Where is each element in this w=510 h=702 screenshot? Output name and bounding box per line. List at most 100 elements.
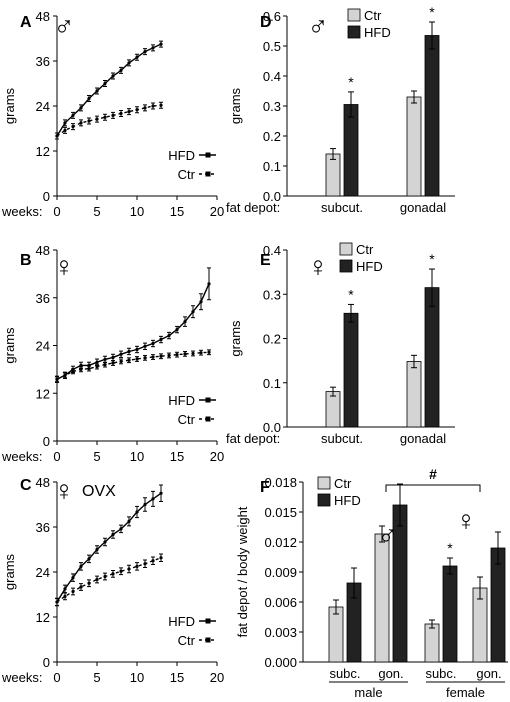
panel-d: D ♂ 0.0 0.1 0.2 0.3 0.4 0.5 0.6 grams * subcut. * gon… (226, 4, 455, 215)
y-tick-label: 36 (36, 291, 50, 306)
data-point (143, 502, 147, 507)
male-symbol: ♂ (378, 520, 399, 551)
series-hfd (55, 40, 163, 140)
condition-label: OVX (82, 483, 116, 500)
data-point (95, 89, 99, 93)
data-point (135, 510, 139, 514)
data-point (119, 68, 123, 72)
data-point (151, 341, 155, 346)
x-axis-label: weeks: (1, 449, 42, 464)
data-point (95, 360, 99, 364)
y-axis-label: grams (228, 87, 243, 124)
bar-hfd (343, 312, 359, 428)
legend-swatch (347, 8, 361, 22)
data-point (79, 585, 83, 589)
female-symbol: ♀ (456, 505, 477, 536)
data-point (159, 42, 163, 46)
data-point (175, 353, 179, 357)
legend-marker (205, 416, 211, 422)
bar-ctr (325, 153, 341, 197)
y-axis-label: grams (2, 553, 17, 590)
legend-swatch (339, 242, 353, 256)
data-point (87, 119, 91, 123)
y-tick-label: 24 (36, 339, 50, 354)
y-axis-label: fat depot / body weight (235, 506, 250, 637)
y-tick-label: 24 (36, 99, 50, 114)
data-point (119, 352, 123, 356)
legend-label: HFD (356, 259, 383, 274)
data-point (87, 557, 91, 561)
group-label: female (446, 685, 485, 700)
data-point (127, 110, 131, 114)
data-point (71, 125, 75, 129)
x-tick-label: 15 (170, 449, 184, 464)
legend-label: HFD (364, 25, 391, 40)
series-hfd (55, 267, 211, 384)
y-tick-label: 0.003 (264, 625, 297, 640)
x-tick-label: 0 (53, 449, 60, 464)
data-point (103, 115, 107, 119)
x-tick-label: 10 (130, 449, 144, 464)
sex-symbol: ♀ (54, 475, 75, 506)
data-point (119, 569, 123, 573)
y-tick-label: 0.1 (263, 159, 281, 174)
y-tick-label: 12 (36, 386, 50, 401)
data-point (71, 113, 75, 117)
bar-ctr (325, 391, 341, 428)
legend-label: Ctr (178, 633, 196, 648)
panel-label: D (260, 14, 272, 31)
legend-label: Ctr (364, 8, 382, 23)
panel-label: A (20, 14, 32, 31)
legend-marker (205, 637, 211, 643)
data-point (143, 50, 147, 54)
category-label: subcut. (321, 200, 363, 215)
panel-f: F 0.000 0.003 0.006 0.009 0.012 0.015 0.018 fat … (235, 466, 508, 700)
x-tick-label: 0 (53, 204, 60, 219)
data-point (87, 581, 91, 585)
series-ctr (55, 349, 211, 383)
legend-label: HFD (168, 614, 195, 629)
data-point (159, 491, 163, 495)
data-point (63, 128, 67, 132)
series-ctr (55, 101, 163, 140)
data-point (79, 367, 83, 371)
data-point (199, 351, 203, 355)
data-point (183, 320, 187, 324)
data-point (167, 333, 171, 338)
series-hfd (55, 484, 163, 607)
data-point (127, 358, 131, 362)
y-tick-label: 0 (43, 655, 50, 670)
y-tick-label: 0.6 (263, 9, 281, 24)
y-tick-label: 0 (43, 189, 50, 204)
bar-ctr (328, 606, 344, 663)
y-tick-label: 0.3 (263, 287, 281, 302)
bar-hfd (343, 104, 359, 197)
data-point (159, 354, 163, 358)
category-label: subc. (425, 666, 456, 681)
sex-symbol: ♀ (54, 251, 75, 282)
sex-symbol: ♂ (308, 11, 329, 42)
category-label: gonadal (400, 431, 446, 446)
data-point (79, 106, 83, 110)
panel-a: A ♂ 0 12 24 36 48 0 5 10 15 20 weeks: grams HFD Ctr (1, 9, 224, 219)
data-point (95, 364, 99, 369)
data-point (135, 357, 139, 361)
data-point (63, 373, 67, 377)
legend-label: HFD (168, 393, 195, 408)
data-point (95, 117, 99, 121)
data-point (79, 564, 83, 568)
legend-label: HFD (334, 493, 361, 508)
series-line (56, 43, 162, 137)
data-point (207, 350, 211, 354)
data-point (111, 361, 115, 365)
data-point (95, 547, 99, 552)
data-point (183, 352, 187, 356)
data-point (103, 574, 107, 579)
legend-label: Ctr (356, 242, 374, 257)
data-point (71, 369, 75, 373)
x-tick-label: 5 (93, 449, 100, 464)
data-point (143, 106, 147, 110)
legend-swatch (317, 493, 331, 507)
data-point (135, 55, 139, 59)
category-label: subc. (329, 666, 360, 681)
